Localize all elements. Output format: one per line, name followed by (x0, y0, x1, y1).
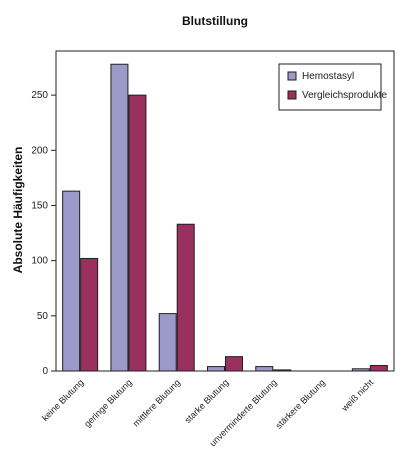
legend-swatch (287, 71, 297, 81)
legend-swatch (287, 90, 297, 100)
y-tick-label: 100 (31, 256, 48, 267)
bar-vergleichsprodukte-4 (273, 369, 292, 372)
bar-hemostasyl-1 (110, 63, 129, 372)
bar-hemostasyl-4 (255, 366, 274, 372)
y-axis-label: Absolute Häufigkeiten (11, 147, 25, 274)
bar-hemostasyl-3 (207, 366, 225, 372)
chart-title: Blutstillung (182, 14, 248, 28)
x-category-label: weiß nicht (339, 377, 376, 414)
x-category-label: geringe Blutung (82, 377, 134, 429)
x-category-label: keine Blutung (40, 377, 86, 423)
y-tick-label: 150 (31, 200, 48, 211)
x-category-label: starke Blutung (183, 377, 231, 425)
x-category-label: stärkere Blutung (274, 377, 327, 430)
y-tick-label: 250 (31, 90, 48, 101)
y-tick-label: 50 (37, 311, 49, 322)
y-axis-ticks: 0 50 100 150 200 250 (31, 90, 56, 377)
bar-vergleichsprodukte-2 (176, 223, 195, 372)
bar-vergleichsprodukte-6 (369, 364, 388, 372)
bar-vergleichsprodukte-0 (80, 257, 99, 372)
legend-label: Hemostasyl (302, 71, 354, 82)
y-tick-label: 200 (31, 145, 48, 156)
y-tick-label: 0 (42, 366, 48, 377)
bar-hemostasyl-6 (351, 368, 370, 372)
bar-vergleichsprodukte-3 (225, 356, 243, 372)
legend: Hemostasyl Vergleichsprodukte (278, 63, 387, 111)
x-category-label: mittlere Blutung (131, 377, 182, 428)
bar-vergleichsprodukte-1 (128, 94, 147, 372)
legend-label: Vergleichsprodukte (302, 90, 387, 101)
bar-series (62, 63, 388, 372)
bar-hemostasyl-2 (158, 313, 177, 372)
bar-hemostasyl-0 (62, 190, 81, 372)
